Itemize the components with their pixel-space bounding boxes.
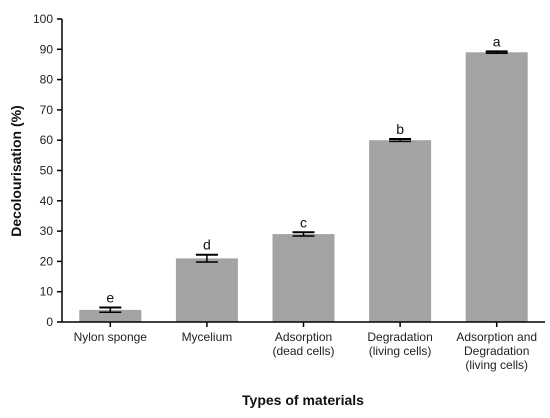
significance-label: e bbox=[106, 290, 114, 306]
bar bbox=[465, 52, 528, 323]
x-tick-label: Degradation (living cells) bbox=[367, 330, 432, 358]
bar bbox=[79, 309, 142, 322]
y-axis-title: Decolourisation (%) bbox=[8, 105, 24, 236]
x-tick-label-line: Degradation bbox=[367, 330, 432, 344]
bar bbox=[272, 234, 335, 322]
significance-label: d bbox=[203, 237, 211, 253]
y-tick-label: 90 bbox=[40, 42, 54, 56]
bar bbox=[175, 258, 238, 322]
x-tick-label-line: Mycelium bbox=[182, 330, 233, 344]
significance-label: b bbox=[396, 121, 404, 137]
y-tick-label: 80 bbox=[40, 73, 54, 87]
y-tick-label: 70 bbox=[40, 103, 54, 117]
x-axis-title: Types of materials bbox=[242, 392, 364, 408]
x-tick-label-line: (dead cells) bbox=[272, 344, 334, 358]
significance-label: a bbox=[493, 33, 501, 49]
x-tick-label-line: Degradation bbox=[464, 344, 529, 358]
x-tick-label: Nylon sponge bbox=[74, 330, 148, 344]
y-tick-label: 50 bbox=[40, 164, 54, 178]
x-tick-label-line: (living cells) bbox=[369, 344, 432, 358]
bar bbox=[369, 140, 432, 322]
x-tick-label: Adsorption and Degradation (living cells) bbox=[456, 330, 537, 372]
x-tick-label-line: Adsorption and bbox=[456, 330, 537, 344]
y-tick-label: 40 bbox=[40, 194, 54, 208]
x-tick-label-line: (living cells) bbox=[465, 358, 528, 372]
y-tick-label: 0 bbox=[46, 315, 53, 329]
plot-area: e d c b a 0 10 20 30 40 50 60 70 80 90 100 Nylon sponge M… bbox=[33, 12, 545, 372]
y-tick-label: 30 bbox=[40, 224, 54, 238]
y-tick-label: 100 bbox=[33, 12, 53, 26]
x-tick-label-line: Adsorption bbox=[275, 330, 332, 344]
y-tick-label: 60 bbox=[40, 133, 54, 147]
y-tick-label: 20 bbox=[40, 254, 54, 268]
significance-label: c bbox=[300, 214, 307, 230]
x-tick-label: Adsorption (dead cells) bbox=[272, 330, 334, 358]
x-tick-label: Mycelium bbox=[182, 330, 233, 344]
y-tick-label: 10 bbox=[40, 285, 54, 299]
x-tick-label-line: Nylon sponge bbox=[74, 330, 148, 344]
